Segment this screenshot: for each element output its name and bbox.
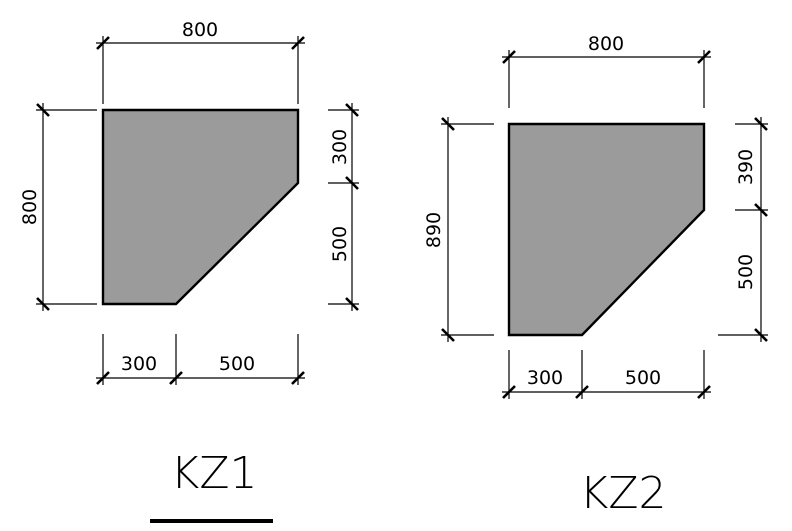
- kz2-bottom-right-label: 500: [625, 367, 661, 389]
- kz1-bottom-left-label: 300: [121, 353, 157, 375]
- kz2-top-dimension: 800: [502, 33, 711, 108]
- kz1-title: KZ1: [171, 448, 258, 499]
- kz2-title: KZ2: [580, 468, 667, 519]
- kz2-top-dimension-label: 800: [588, 33, 624, 55]
- kz2-left-dimension: 890: [423, 117, 494, 342]
- kz2-column-shape: [507, 122, 706, 337]
- kz2-bottom-dimension: 300 500: [502, 350, 711, 399]
- kz1-right-lower-label: 500: [329, 226, 351, 262]
- kz2-right-lower-label: 500: [735, 254, 757, 290]
- kz1-bottom-right-label: 500: [219, 353, 255, 375]
- kz1-right-upper-label: 300: [329, 129, 351, 165]
- kz1-left-dimension: 800: [19, 103, 97, 311]
- kz2-section: 800 890 390 500: [423, 33, 768, 519]
- kz1-column-shape: [101, 108, 300, 306]
- kz1-top-dimension: 800: [96, 19, 305, 104]
- kz1-section: 800 800 300 500: [19, 19, 359, 523]
- kz2-right-dimension: 390 500: [718, 117, 768, 342]
- kz1-left-dimension-label: 800: [19, 189, 41, 225]
- kz1-bottom-dimension: 300 500: [96, 334, 305, 385]
- kz2-left-dimension-label: 890: [423, 212, 445, 248]
- kz1-right-dimension: 300 500: [328, 103, 359, 311]
- kz2-bottom-left-label: 300: [527, 367, 563, 389]
- kz1-top-dimension-label: 800: [182, 19, 218, 41]
- kz2-right-upper-label: 390: [735, 149, 757, 185]
